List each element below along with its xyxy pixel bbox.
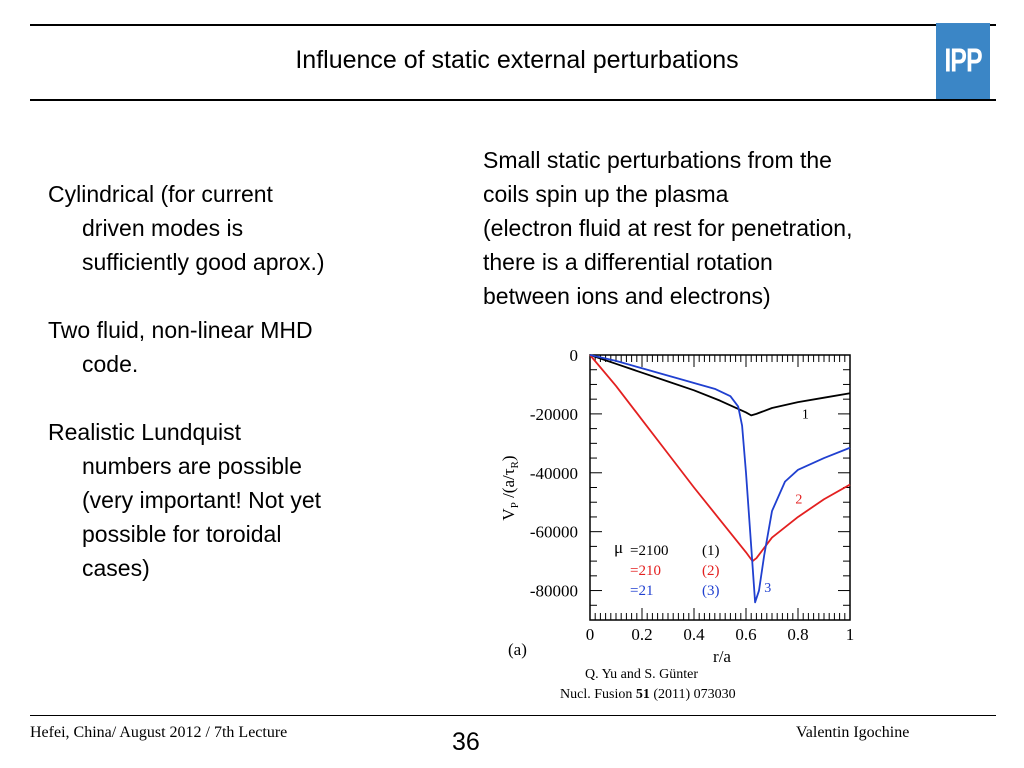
bullet-two-fluid: Two fluid, non-linear MHD code. <box>48 313 398 381</box>
y-axis-label: VP /(a/τR) <box>499 455 521 520</box>
panel-label: (a) <box>508 640 527 659</box>
credit-volume: 51 <box>635 687 650 702</box>
x-axis-label: r/a <box>713 647 731 665</box>
credit-journal: Nucl. Fusion 51 (2011) 073030 <box>560 685 820 705</box>
tick-marks <box>589 354 851 621</box>
x-tick-label: 0.6 <box>735 625 756 644</box>
ipp-logo: IPP <box>936 23 990 100</box>
series-labels: 1 2 3 <box>764 407 809 596</box>
x-tick-label: 0.8 <box>787 625 808 644</box>
description-line: there is a differential rotation <box>483 249 773 275</box>
legend: =2100 (1) =210 (2) =21 (3) <box>630 543 720 599</box>
y-tick-label: -20000 <box>530 405 578 424</box>
y-tick-label: -40000 <box>530 464 578 483</box>
bullet-line: (very important! Not yet <box>82 487 322 513</box>
y-tick-label: -80000 <box>530 582 578 601</box>
description-line: coils spin up the plasma <box>483 181 729 207</box>
legend-value: =21 <box>630 583 653 599</box>
description-line: (electron fluid at rest for penetration, <box>483 215 853 241</box>
bullet-line: Realistic Lundquist <box>48 419 242 445</box>
footer-author: Valentin Igochine <box>796 724 910 741</box>
legend-id: (1) <box>702 543 720 559</box>
series-line-2 <box>589 354 851 563</box>
x-tick-label: 0.4 <box>683 625 705 644</box>
y-tick-label: 0 <box>570 346 579 365</box>
bullet-line: numbers are possible <box>82 453 302 479</box>
legend-id: (2) <box>702 563 720 579</box>
page-number: 36 <box>452 728 480 756</box>
x-tick-label: 0 <box>586 625 595 644</box>
credit-journal-name: Nucl. Fusion <box>560 687 636 702</box>
credit-year-page: (2011) 073030 <box>649 687 736 702</box>
bullet-line: driven modes is <box>82 215 244 241</box>
series-label-3: 3 <box>764 581 771 596</box>
credit-authors: Q. Yu and S. Günter <box>585 667 699 682</box>
series-line-3 <box>589 354 851 604</box>
bullet-line: Cylindrical (for current <box>48 181 273 207</box>
bullet-lundquist: Realistic Lundquist numbers are possible… <box>48 415 398 585</box>
x-tick-label: 0.2 <box>631 625 652 644</box>
footer-rule <box>30 715 996 716</box>
legend-value: =2100 <box>630 543 668 559</box>
velocity-profile-chart: 0 -20000 -40000 -60000 -80000 0 0.2 0.4 0.6 0.8 1… <box>499 346 855 665</box>
bullet-line: cases) <box>82 555 150 581</box>
y-tick-label: -60000 <box>530 523 578 542</box>
series-label-2: 2 <box>795 493 802 508</box>
x-tick-label: 1 <box>846 625 855 644</box>
plot-frame <box>589 354 851 621</box>
series-layer <box>589 354 851 604</box>
legend-id: (3) <box>702 583 720 599</box>
logo-text: IPP <box>944 41 982 80</box>
right-description: Small static perturbations from the coil… <box>483 143 963 313</box>
slide-title: Influence of static external perturbatio… <box>295 46 739 74</box>
bullet-line: sufficiently good aprox.) <box>82 249 325 275</box>
description-line: Small static perturbations from the <box>483 147 832 173</box>
figure-credit: Q. Yu and S. Günter Nucl. Fusion 51 (201… <box>560 665 820 705</box>
footer-location: Hefei, China/ August 2012 / 7th Lecture <box>30 724 288 741</box>
legend-mu-symbol: μ <box>614 538 623 557</box>
bullet-line: Two fluid, non-linear MHD <box>48 317 313 343</box>
bullet-cylindrical: Cylindrical (for current driven modes is… <box>48 177 398 279</box>
series-label-1: 1 <box>802 407 809 422</box>
bullet-line: code. <box>82 351 139 377</box>
description-line: between ions and electrons) <box>483 283 771 309</box>
bullet-line: possible for toroidal <box>82 521 282 547</box>
top-rule <box>30 24 996 26</box>
y-tick-labels: 0 -20000 -40000 -60000 -80000 <box>530 346 578 601</box>
legend-value: =210 <box>630 563 661 579</box>
x-tick-labels: 0 0.2 0.4 0.6 0.8 1 <box>586 625 855 644</box>
title-rule <box>30 99 996 101</box>
